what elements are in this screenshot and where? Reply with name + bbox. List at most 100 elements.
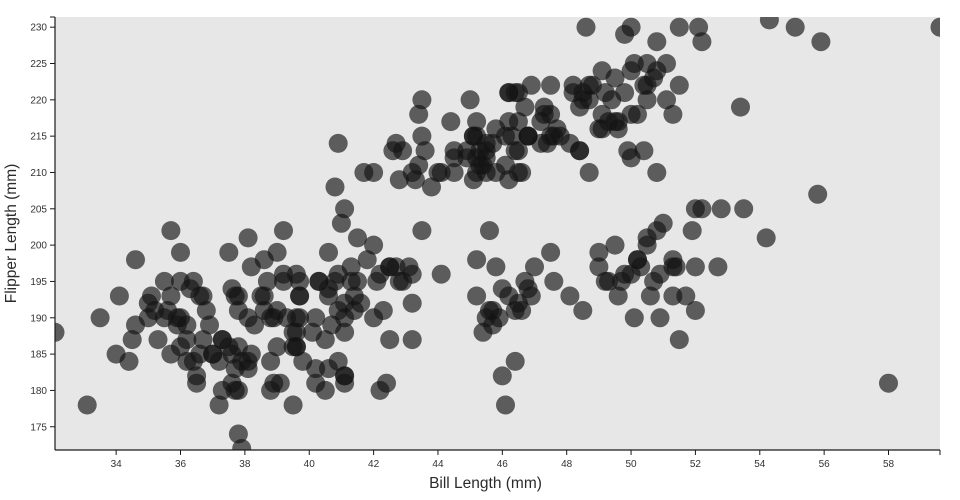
data-point (808, 184, 828, 204)
data-point (126, 315, 145, 335)
data-point (486, 119, 506, 139)
data-point (541, 75, 561, 95)
data-point (589, 257, 609, 277)
data-point (283, 395, 303, 415)
data-point (126, 250, 145, 270)
data-point (621, 61, 641, 81)
data-point (380, 257, 400, 277)
data-point (55, 322, 65, 342)
data-point (618, 141, 638, 161)
data-point (879, 373, 898, 393)
data-point (515, 97, 535, 117)
data-point (161, 221, 181, 241)
data-point (193, 330, 213, 350)
x-tick-label: 38 (239, 459, 251, 470)
x-tick-label: 52 (690, 459, 702, 470)
y-tick-label: 200 (30, 241, 47, 252)
data-point (460, 90, 480, 110)
data-point (380, 330, 400, 350)
data-point (319, 279, 338, 299)
data-point (238, 228, 258, 248)
data-point (286, 337, 306, 357)
data-point (348, 271, 367, 291)
data-point (306, 373, 326, 393)
data-point (605, 68, 625, 88)
data-point (657, 54, 676, 73)
data-point (650, 308, 670, 328)
y-tick-label: 195 (30, 277, 47, 288)
data-point (290, 286, 310, 306)
data-point (409, 155, 429, 175)
data-point (154, 271, 174, 291)
axis-spines (54, 17, 940, 451)
data-point (344, 286, 364, 306)
data-point (499, 286, 519, 306)
y-tick-label: 180 (30, 386, 47, 397)
x-tick-label: 36 (175, 459, 187, 470)
data-point (467, 148, 487, 168)
data-point (579, 163, 599, 182)
data-point (534, 97, 554, 117)
data-point (647, 32, 667, 52)
data-point (177, 330, 197, 350)
data-point (412, 90, 432, 110)
data-point (357, 250, 377, 270)
data-point (274, 221, 293, 241)
data-point (647, 163, 667, 182)
data-point (467, 250, 487, 270)
data-point (573, 301, 593, 320)
y-tick-label: 220 (30, 95, 47, 106)
data-point (628, 104, 647, 124)
data-point (402, 293, 422, 313)
data-point (412, 221, 432, 241)
data-point (386, 133, 406, 153)
data-point (335, 199, 355, 219)
data-point (238, 359, 258, 379)
data-point (544, 271, 564, 291)
data-point (608, 286, 628, 306)
data-point (685, 257, 705, 277)
data-point (531, 112, 551, 132)
data-point (306, 359, 326, 379)
data-point (496, 395, 515, 415)
data-point (190, 286, 210, 306)
data-point (541, 242, 561, 262)
data-point (669, 17, 689, 37)
data-point (628, 250, 647, 270)
data-point (647, 221, 667, 241)
data-point (615, 24, 635, 44)
y-tick-label: 185 (30, 350, 47, 361)
data-point (492, 366, 512, 386)
data-point (615, 264, 635, 284)
data-point (930, 17, 940, 37)
data-point (505, 351, 525, 371)
data-point (431, 264, 451, 284)
data-point (261, 380, 281, 400)
data-point (467, 126, 487, 146)
data-point (377, 373, 396, 393)
data-point (257, 271, 277, 291)
data-point (682, 221, 702, 241)
data-point (811, 32, 831, 52)
data-point (122, 330, 142, 350)
data-point (637, 90, 657, 110)
x-tick-label: 48 (561, 459, 573, 470)
x-tick-label: 46 (497, 459, 509, 470)
x-tick-label: 42 (368, 459, 380, 470)
data-point (328, 264, 348, 284)
data-point (505, 301, 525, 320)
data-point (412, 126, 432, 146)
data-point (409, 104, 429, 124)
data-point (441, 112, 461, 132)
y-axis-ticks: 175 180 185 190 195 200 205 210 215 220 225 230 (30, 16, 55, 433)
x-tick-label: 50 (625, 459, 637, 470)
data-point (267, 301, 287, 320)
data-point (232, 439, 252, 450)
data-point (711, 199, 731, 219)
data-point (373, 301, 393, 320)
data-point (589, 242, 609, 262)
data-point (692, 32, 712, 52)
data-point (228, 301, 248, 320)
data-point (525, 257, 544, 277)
